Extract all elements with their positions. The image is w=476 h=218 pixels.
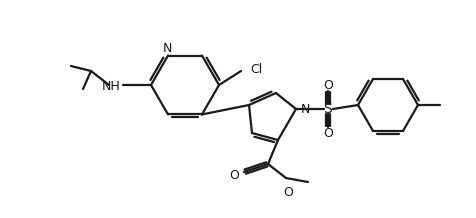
Text: O: O: [282, 186, 292, 199]
Text: N: N: [300, 102, 310, 116]
Text: S: S: [323, 102, 332, 116]
Text: NH: NH: [102, 80, 121, 92]
Text: O: O: [322, 126, 332, 140]
Text: Cl: Cl: [249, 63, 262, 75]
Text: O: O: [322, 78, 332, 92]
Text: N: N: [162, 42, 171, 54]
Text: O: O: [228, 169, 238, 182]
